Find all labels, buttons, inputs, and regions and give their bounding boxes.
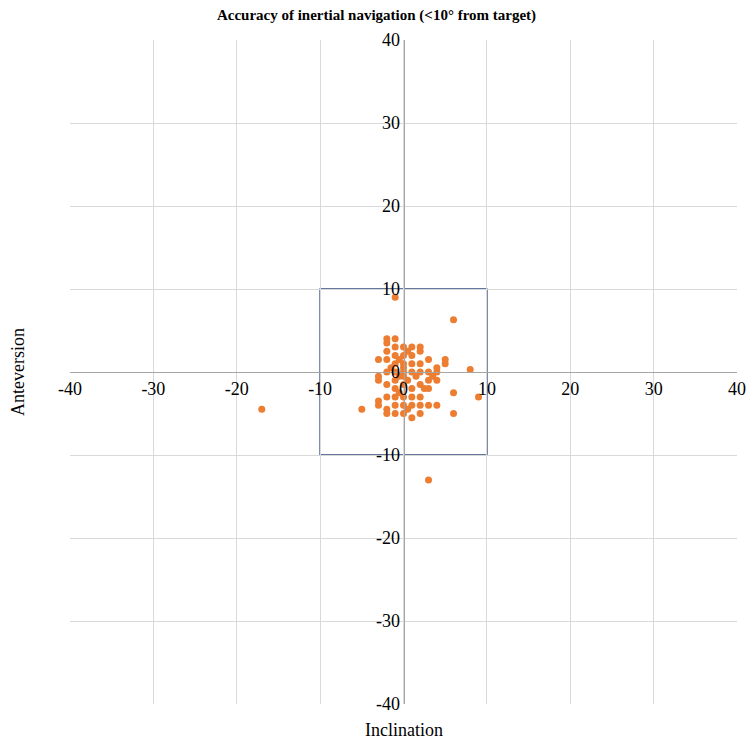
svg-text:0: 0 [399,379,408,399]
svg-text:10: 10 [478,379,496,399]
svg-text:-30: -30 [376,611,400,631]
svg-text:20: 20 [561,379,579,399]
svg-text:-30: -30 [141,379,165,399]
svg-text:40: 40 [382,30,400,50]
svg-text:10: 10 [382,279,400,299]
svg-text:0: 0 [391,362,400,382]
svg-text:-20: -20 [225,379,249,399]
svg-text:-10: -10 [308,379,332,399]
svg-text:Inclination: Inclination [365,720,443,740]
svg-text:40: 40 [728,379,746,399]
svg-text:30: 30 [382,113,400,133]
svg-text:-40: -40 [58,379,82,399]
svg-text:-20: -20 [376,528,400,548]
svg-text:-40: -40 [376,694,400,714]
svg-text:20: 20 [382,196,400,216]
svg-text:Anteversion: Anteversion [8,328,28,416]
svg-text:30: 30 [645,379,663,399]
svg-text:-10: -10 [376,445,400,465]
svg-text:Accuracy of inertial navigatio: Accuracy of inertial navigation (<10° fr… [217,7,536,24]
